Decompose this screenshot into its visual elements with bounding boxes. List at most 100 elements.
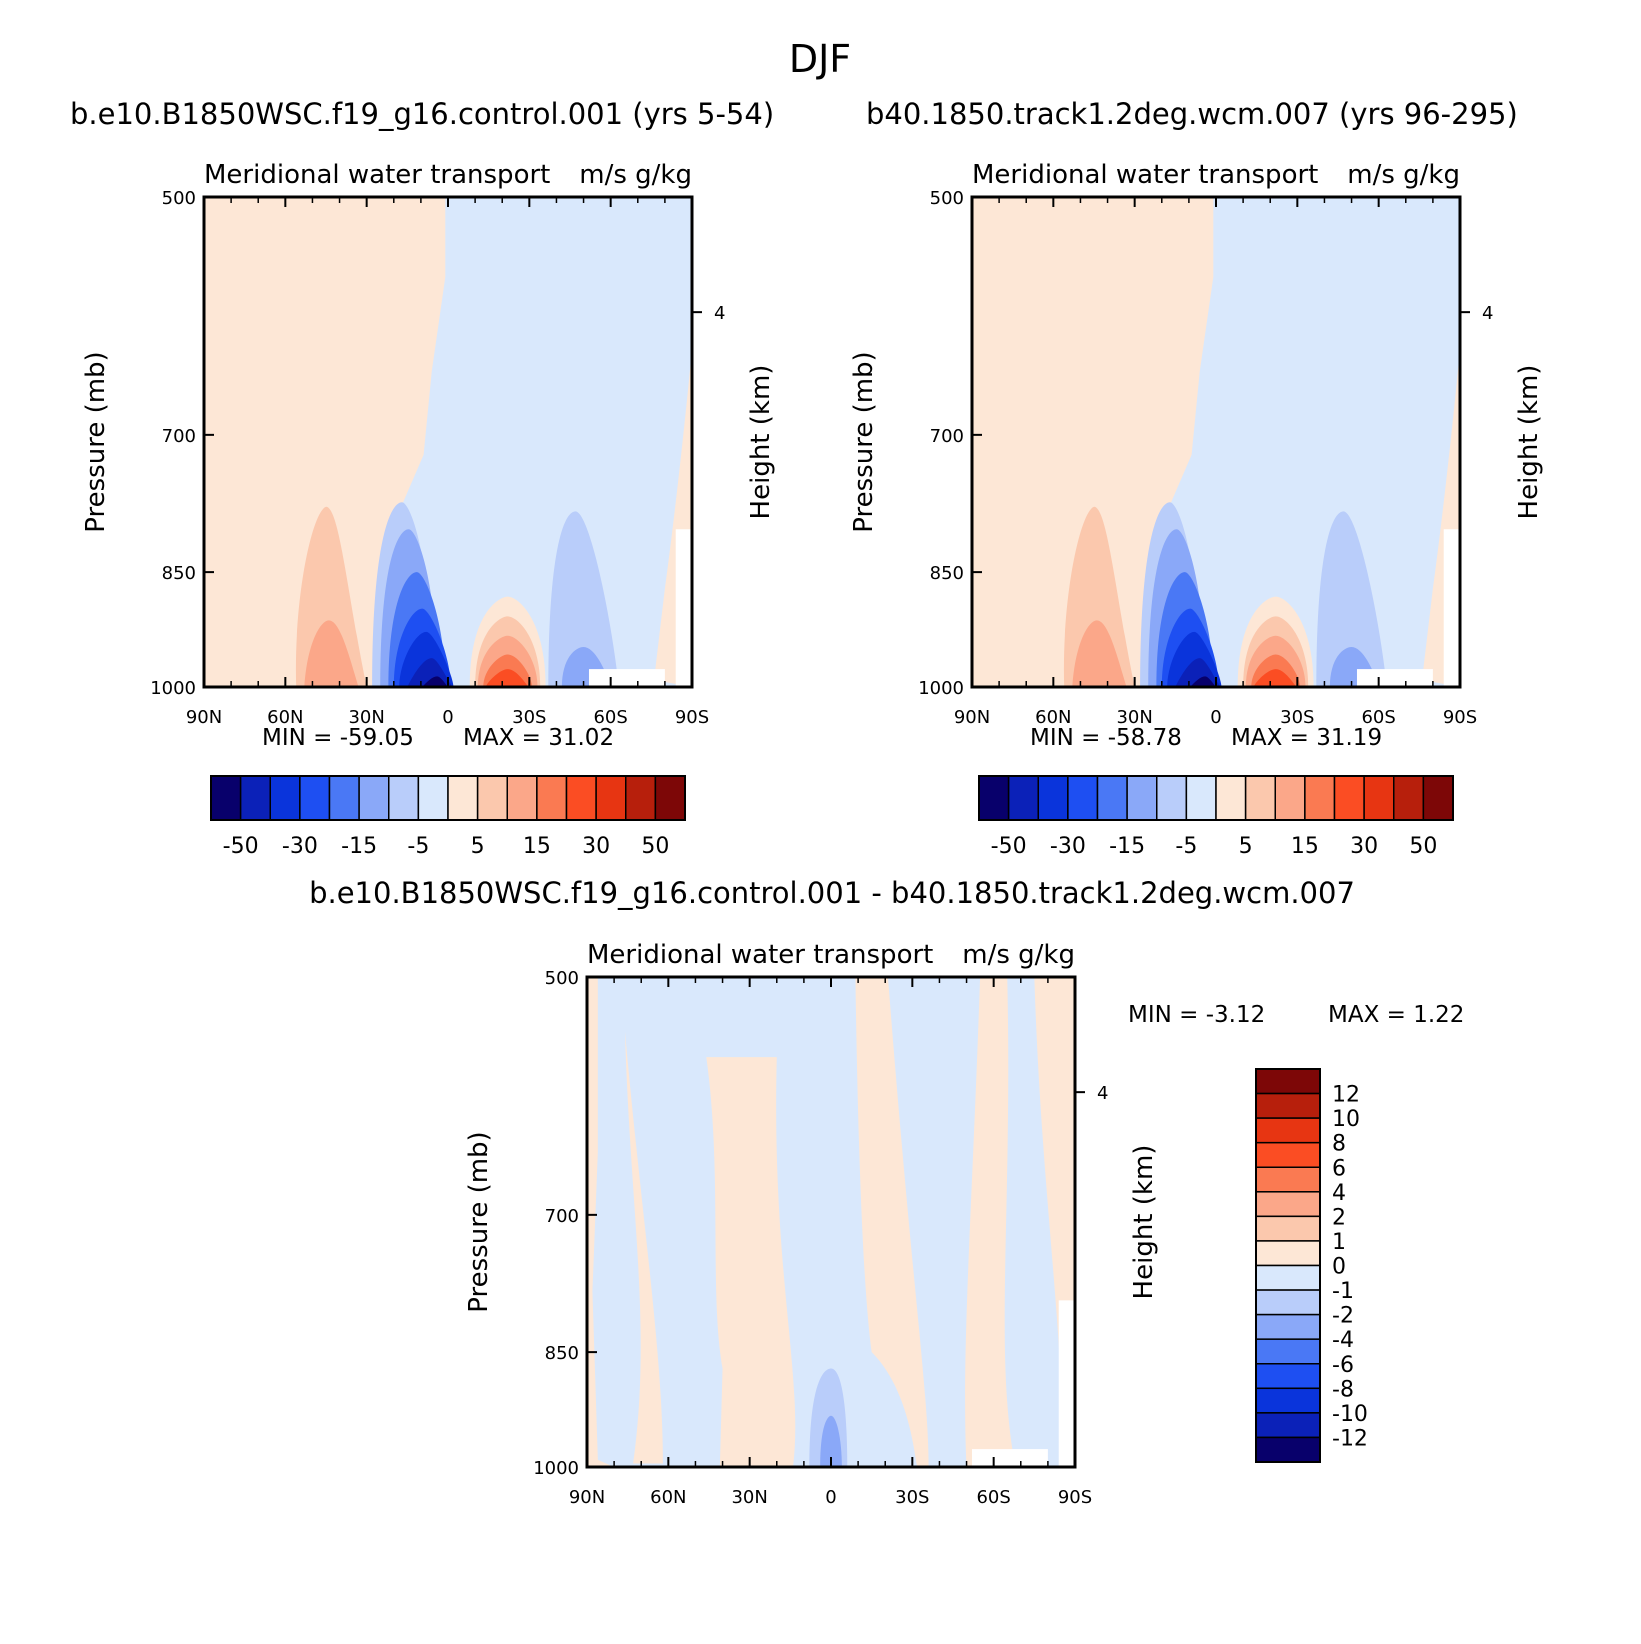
y-axis-label: Pressure (mb) bbox=[81, 351, 111, 532]
colorbar-label: -12 bbox=[1332, 1426, 1368, 1451]
x-tick-label: 90S bbox=[1058, 1487, 1092, 1508]
colorbar-label: -1 bbox=[1332, 1279, 1354, 1304]
x-tick-label: 30S bbox=[1280, 707, 1314, 728]
field-core-5 bbox=[1175, 658, 1225, 687]
x-tick-label: 60N bbox=[1035, 707, 1071, 728]
colorbar-label: 0 bbox=[1332, 1255, 1346, 1280]
y-tick-label: 1000 bbox=[533, 1458, 579, 1479]
diff-positive-band-1 bbox=[624, 1031, 663, 1464]
field-sh-neg-lobe bbox=[548, 511, 619, 687]
x-tick-label: 60S bbox=[1361, 707, 1395, 728]
min-label: MIN = -58.78 bbox=[1030, 725, 1182, 751]
colorbar-box bbox=[1255, 1117, 1321, 1144]
colorbar-label: -10 bbox=[1332, 1402, 1368, 1427]
colorbar-box bbox=[1304, 775, 1336, 821]
x-tick-label: 60S bbox=[593, 707, 627, 728]
field-missing-edge bbox=[675, 529, 692, 687]
x-tick-label: 30S bbox=[895, 1487, 929, 1508]
colorbar-label: 6 bbox=[1332, 1156, 1346, 1181]
colorbar-label: -8 bbox=[1332, 1377, 1354, 1402]
colorbar-box bbox=[1096, 775, 1128, 821]
colorbar-label: 50 bbox=[641, 834, 669, 859]
x-tick-label: 30N bbox=[731, 1487, 767, 1508]
field bbox=[972, 197, 1460, 687]
colorbar-label: 30 bbox=[582, 834, 610, 859]
y-axis-label: Pressure (mb) bbox=[849, 351, 879, 532]
colorbar-frame bbox=[210, 775, 686, 821]
colorbar-box bbox=[1255, 1215, 1321, 1242]
field-missing-region bbox=[1356, 669, 1433, 687]
subtitle-left: Meridional water transport bbox=[972, 160, 1318, 190]
diff-positive-band-4 bbox=[965, 977, 1016, 1467]
field bbox=[204, 197, 692, 687]
colorbar-box bbox=[417, 775, 449, 821]
field-missing-edge bbox=[1443, 529, 1460, 687]
min-label: MIN = -3.12 bbox=[1128, 1002, 1265, 1028]
colorbar-box bbox=[210, 775, 242, 821]
colorbar-label: -5 bbox=[407, 834, 429, 859]
x-tick-label: 30N bbox=[348, 707, 384, 728]
colorbar-box bbox=[1185, 775, 1217, 821]
colorbar-box bbox=[1393, 775, 1425, 821]
colorbar-box bbox=[536, 775, 568, 821]
colorbar-box bbox=[1363, 775, 1395, 821]
colorbar-label: -50 bbox=[223, 834, 259, 859]
y-tick-label: 700 bbox=[162, 426, 196, 447]
field-sh-tropical-lobe-4 bbox=[485, 669, 530, 687]
figure-title: DJF bbox=[789, 37, 851, 81]
colorbar-label: 8 bbox=[1332, 1132, 1346, 1157]
colorbar-label: 15 bbox=[1291, 834, 1319, 859]
right-tick-label: 4 bbox=[1097, 1083, 1108, 1104]
colorbar-box bbox=[1255, 1313, 1321, 1340]
colorbar-box bbox=[1274, 775, 1306, 821]
colorbar-label: -15 bbox=[1109, 834, 1145, 859]
diff-missing-region bbox=[971, 1449, 1048, 1467]
colorbar-box bbox=[1244, 775, 1276, 821]
subtitle-left: Meridional water transport bbox=[587, 940, 933, 970]
colorbar-box bbox=[269, 775, 301, 821]
field-core-6 bbox=[412, 676, 462, 687]
colorbar-box bbox=[1255, 1166, 1321, 1193]
diff-positive-band-3 bbox=[833, 977, 929, 1467]
colorbar-box bbox=[654, 775, 686, 821]
y-tick-label: 500 bbox=[545, 968, 579, 989]
field-nh-lobe-15 bbox=[304, 620, 359, 687]
y-tick-label: 850 bbox=[162, 563, 196, 584]
colorbar-box bbox=[1333, 775, 1365, 821]
colorbar-box bbox=[625, 775, 657, 821]
field-nh-lobe-15 bbox=[1072, 620, 1127, 687]
x-tick-label: 0 bbox=[442, 707, 453, 728]
x-tick-label: 30S bbox=[512, 707, 546, 728]
colorbar-box bbox=[1255, 1240, 1321, 1267]
x-tick-label: 60N bbox=[267, 707, 303, 728]
y-tick-label: 1000 bbox=[918, 678, 964, 699]
colorbar-label: -2 bbox=[1332, 1304, 1354, 1329]
x-tick-label: 90S bbox=[1443, 707, 1477, 728]
panel-title: b.e10.B1850WSC.f19_g16.control.001 - b40… bbox=[309, 876, 1355, 910]
colorbar-box bbox=[358, 775, 390, 821]
subtitle-left: Meridional water transport bbox=[204, 160, 550, 190]
y-tick-label: 700 bbox=[930, 426, 964, 447]
y-tick-label: 500 bbox=[162, 188, 196, 209]
colorbar-box bbox=[1255, 1363, 1321, 1390]
colorbar-box bbox=[447, 775, 479, 821]
colorbar-box bbox=[595, 775, 627, 821]
diff-missing-edge bbox=[1058, 1300, 1075, 1467]
colorbar-box bbox=[1037, 775, 1069, 821]
colorbar-box bbox=[299, 775, 331, 821]
min-label: MIN = -59.05 bbox=[262, 725, 414, 751]
field-negative-region bbox=[1145, 197, 1460, 687]
colorbar-box bbox=[1255, 1141, 1321, 1168]
x-tick-label: 90N bbox=[954, 707, 990, 728]
colorbar-box bbox=[565, 775, 597, 821]
diff-neg-lobe-2 bbox=[820, 1415, 842, 1467]
colorbar-box bbox=[1126, 775, 1158, 821]
y-tick-label: 500 bbox=[930, 188, 964, 209]
colorbar-box bbox=[388, 775, 420, 821]
y-axis-label: Pressure (mb) bbox=[464, 1131, 494, 1312]
colorbar-box bbox=[1422, 775, 1454, 821]
x-tick-label: 90N bbox=[569, 1487, 605, 1508]
x-tick-label: 0 bbox=[1210, 707, 1221, 728]
colorbar-label: 30 bbox=[1350, 834, 1378, 859]
colorbar-frame bbox=[978, 775, 1454, 821]
